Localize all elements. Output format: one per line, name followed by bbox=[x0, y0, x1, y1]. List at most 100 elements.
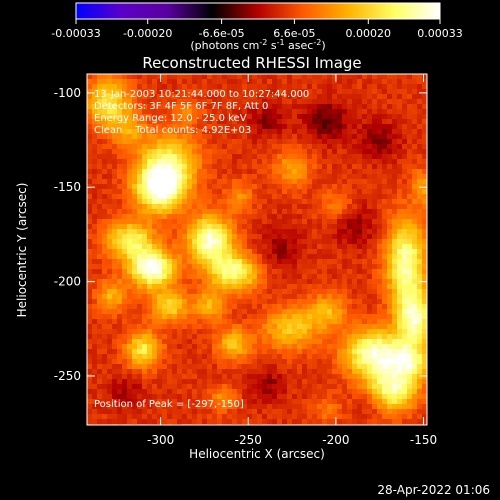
heatmap-cell bbox=[292, 204, 298, 210]
heatmap-cell bbox=[197, 159, 203, 165]
heatmap-cell bbox=[422, 344, 428, 350]
heatmap-cell bbox=[377, 119, 383, 125]
heatmap-cell bbox=[162, 159, 168, 165]
heatmap-cell bbox=[322, 124, 328, 130]
heatmap-cell bbox=[347, 219, 353, 225]
heatmap-cell bbox=[337, 344, 343, 350]
heatmap-cell bbox=[212, 404, 218, 410]
heatmap-cell bbox=[412, 394, 418, 400]
heatmap-cell bbox=[257, 279, 263, 285]
heatmap-cell bbox=[312, 224, 318, 230]
heatmap-cell bbox=[362, 189, 368, 195]
heatmap-cell bbox=[327, 304, 333, 310]
heatmap-cell bbox=[137, 339, 143, 345]
heatmap-cell bbox=[147, 184, 153, 190]
heatmap-cell bbox=[217, 279, 223, 285]
heatmap-cell bbox=[122, 219, 128, 225]
heatmap-cell bbox=[422, 114, 428, 120]
heatmap-cell bbox=[407, 324, 413, 330]
heatmap-cell bbox=[357, 124, 363, 130]
heatmap-cell bbox=[362, 404, 368, 410]
heatmap-cell bbox=[412, 404, 418, 410]
heatmap-cell bbox=[377, 124, 383, 130]
heatmap-cell bbox=[182, 299, 188, 305]
heatmap-cell bbox=[362, 359, 368, 365]
heatmap-cell bbox=[112, 124, 118, 130]
heatmap-cell bbox=[282, 209, 288, 215]
heatmap-cell bbox=[352, 289, 358, 295]
heatmap-cell bbox=[267, 94, 273, 100]
heatmap-cell bbox=[167, 314, 173, 320]
heatmap-cell bbox=[367, 139, 373, 145]
heatmap-cell bbox=[157, 304, 163, 310]
heatmap-cell bbox=[242, 389, 248, 395]
heatmap-cell bbox=[382, 224, 388, 230]
heatmap-cell bbox=[292, 299, 298, 305]
heatmap-cell bbox=[417, 149, 423, 155]
heatmap-cell bbox=[272, 284, 278, 290]
heatmap-cell bbox=[367, 84, 373, 90]
heatmap-cell bbox=[177, 354, 183, 360]
heatmap-cell bbox=[347, 244, 353, 250]
heatmap-cell bbox=[382, 169, 388, 175]
heatmap-cell bbox=[382, 94, 388, 100]
heatmap-cell bbox=[227, 114, 233, 120]
heatmap-cell bbox=[422, 244, 428, 250]
heatmap-cell bbox=[252, 354, 258, 360]
heatmap-cell bbox=[142, 209, 148, 215]
heatmap-cell bbox=[247, 394, 253, 400]
heatmap-cell bbox=[317, 204, 323, 210]
heatmap-cell bbox=[357, 344, 363, 350]
heatmap-cell bbox=[312, 279, 318, 285]
heatmap-cell bbox=[417, 184, 423, 190]
heatmap-cell bbox=[262, 114, 268, 120]
heatmap-cell bbox=[87, 299, 93, 305]
heatmap-cell bbox=[147, 169, 153, 175]
heatmap-cell bbox=[387, 419, 393, 425]
heatmap-cell bbox=[362, 249, 368, 255]
heatmap-cell bbox=[312, 74, 318, 80]
heatmap-cell bbox=[207, 84, 213, 90]
heatmap-cell bbox=[102, 404, 108, 410]
heatmap-cell bbox=[332, 349, 338, 355]
heatmap-cell bbox=[97, 389, 103, 395]
heatmap-cell bbox=[352, 214, 358, 220]
heatmap-cell bbox=[127, 239, 133, 245]
heatmap-cell bbox=[177, 184, 183, 190]
heatmap-cell bbox=[152, 174, 158, 180]
heatmap-cell bbox=[122, 244, 128, 250]
heatmap-cell bbox=[187, 259, 193, 265]
heatmap-cell bbox=[102, 209, 108, 215]
heatmap-cell bbox=[162, 134, 168, 140]
x-tick-label: -200 bbox=[322, 433, 349, 447]
heatmap-cell bbox=[267, 374, 273, 380]
heatmap-cell bbox=[332, 309, 338, 315]
heatmap-cell bbox=[347, 374, 353, 380]
heatmap-cell bbox=[252, 109, 258, 115]
heatmap-cell bbox=[382, 124, 388, 130]
heatmap-cell bbox=[162, 304, 168, 310]
heatmap-cell bbox=[417, 289, 423, 295]
heatmap-cell bbox=[402, 244, 408, 250]
heatmap-cell bbox=[352, 329, 358, 335]
heatmap-cell bbox=[182, 174, 188, 180]
heatmap-cell bbox=[132, 114, 138, 120]
heatmap-cell bbox=[207, 254, 213, 260]
heatmap-cell bbox=[377, 219, 383, 225]
heatmap-cell bbox=[247, 99, 253, 105]
heatmap-cell bbox=[317, 214, 323, 220]
heatmap-cell bbox=[127, 104, 133, 110]
heatmap-cell bbox=[272, 254, 278, 260]
heatmap-cell bbox=[237, 219, 243, 225]
heatmap-cell bbox=[117, 84, 123, 90]
heatmap-cell bbox=[237, 369, 243, 375]
heatmap-cell bbox=[187, 394, 193, 400]
heatmap-cell bbox=[347, 314, 353, 320]
heatmap-cell bbox=[422, 179, 428, 185]
heatmap-cell bbox=[117, 364, 123, 370]
heatmap-cell bbox=[227, 374, 233, 380]
heatmap-cell bbox=[177, 239, 183, 245]
heatmap-cell bbox=[262, 254, 268, 260]
heatmap-cell bbox=[177, 264, 183, 270]
heatmap-cell bbox=[407, 124, 413, 130]
